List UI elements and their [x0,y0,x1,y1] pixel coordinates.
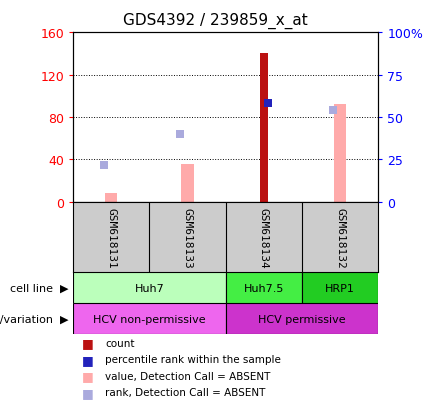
Text: Huh7: Huh7 [135,283,164,293]
Bar [226,273,302,304]
Bar [105,194,117,202]
Text: GDS4392 / 239859_x_at: GDS4392 / 239859_x_at [123,12,307,28]
Bar [73,304,226,335]
Text: ■: ■ [82,369,93,382]
Point [265,101,272,107]
Bar [73,273,226,304]
Text: GSM618133: GSM618133 [183,207,193,268]
Text: Huh7.5: Huh7.5 [244,283,284,293]
Text: GSM618132: GSM618132 [335,207,345,268]
Text: percentile rank within the sample: percentile rank within the sample [105,354,281,364]
Point [101,162,108,169]
Text: HCV non-permissive: HCV non-permissive [93,314,206,324]
Text: GSM618131: GSM618131 [106,207,116,268]
Text: ■: ■ [82,336,93,349]
Text: cell line  ▶: cell line ▶ [10,283,69,293]
Bar [334,105,346,202]
Text: rank, Detection Call = ABSENT: rank, Detection Call = ABSENT [105,387,266,397]
Point [329,108,336,114]
Text: ■: ■ [82,386,93,399]
Text: HRP1: HRP1 [326,283,355,293]
Point [177,131,184,138]
Text: GSM618134: GSM618134 [259,207,269,268]
Bar [302,273,378,304]
Bar [181,164,194,202]
Bar [260,54,268,202]
Text: HCV permissive: HCV permissive [258,314,346,324]
Text: genotype/variation  ▶: genotype/variation ▶ [0,314,69,324]
Text: value, Detection Call = ABSENT: value, Detection Call = ABSENT [105,371,271,381]
Text: count: count [105,338,135,348]
Text: ■: ■ [82,353,93,366]
Bar [226,304,378,335]
